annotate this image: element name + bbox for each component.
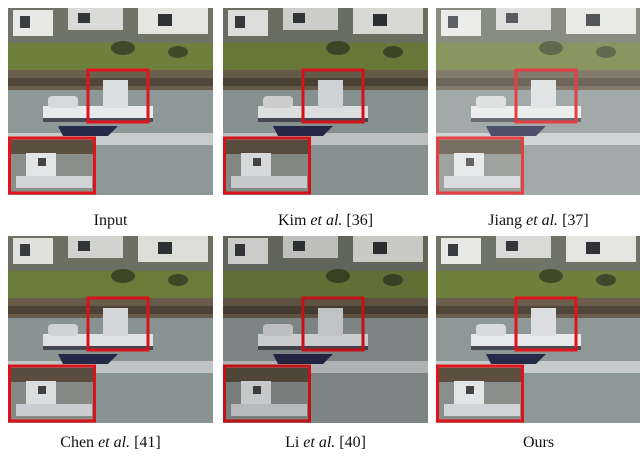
result-image (436, 236, 640, 423)
result-image (8, 236, 213, 423)
caption: Ours (436, 434, 640, 452)
caption-part: et al. (303, 434, 335, 451)
caption-part: [41] (134, 434, 161, 451)
result-image (8, 8, 213, 195)
caption-part: [37] (562, 212, 589, 229)
caption-part: et al. (98, 434, 130, 451)
scene (8, 8, 213, 195)
panel: Input (8, 8, 213, 195)
result-image (223, 8, 428, 195)
caption-part: Ours (523, 434, 554, 451)
caption-part: et al. (310, 212, 342, 229)
caption-part: et al. (526, 212, 558, 229)
caption-part: Input (94, 212, 128, 229)
panel: Ours (436, 236, 640, 423)
tint (223, 8, 428, 195)
tint (8, 236, 213, 423)
scene (436, 236, 640, 423)
caption-part: Li (285, 434, 299, 451)
caption-part: Jiang (488, 212, 522, 229)
result-image (223, 236, 428, 423)
caption-part: [40] (339, 434, 366, 451)
caption-part: [36] (346, 212, 373, 229)
caption: Input (8, 212, 213, 230)
tint (436, 8, 640, 195)
page: InputKimet al.[36]Jianget al.[37]Chenet … (0, 0, 640, 457)
caption-part: Chen (60, 434, 94, 451)
caption-part: Kim (278, 212, 306, 229)
result-image (436, 8, 640, 195)
tint (223, 236, 428, 423)
